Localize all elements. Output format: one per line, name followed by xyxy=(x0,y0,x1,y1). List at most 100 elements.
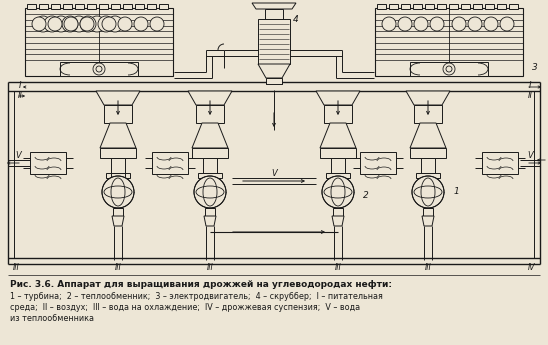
Polygon shape xyxy=(188,91,232,105)
Circle shape xyxy=(53,16,69,32)
Bar xyxy=(111,158,125,173)
Bar xyxy=(421,158,435,173)
Polygon shape xyxy=(96,91,140,105)
Circle shape xyxy=(430,17,444,31)
Circle shape xyxy=(98,16,114,32)
Bar xyxy=(258,19,290,64)
Circle shape xyxy=(35,16,51,32)
Circle shape xyxy=(93,63,105,75)
Polygon shape xyxy=(258,64,290,78)
Bar xyxy=(203,158,217,173)
Text: III: III xyxy=(335,264,341,273)
Bar xyxy=(99,4,108,9)
Bar xyxy=(265,9,283,19)
Bar xyxy=(326,173,350,178)
Circle shape xyxy=(452,17,466,31)
Text: среда;  II – воздух;  III – вода на охлаждение;  IV – дрожжевая суспензия;  V – : среда; II – воздух; III – вода на охлажд… xyxy=(10,303,360,312)
Bar xyxy=(473,4,482,9)
Circle shape xyxy=(71,16,87,32)
Polygon shape xyxy=(112,216,124,226)
Bar xyxy=(324,105,352,123)
Text: V: V xyxy=(527,150,533,159)
Text: III: III xyxy=(425,264,431,273)
Bar xyxy=(51,4,60,9)
Bar xyxy=(482,152,518,174)
Bar xyxy=(147,4,156,9)
Polygon shape xyxy=(406,91,450,105)
Circle shape xyxy=(150,17,164,31)
Circle shape xyxy=(484,17,498,31)
Circle shape xyxy=(500,17,514,31)
Circle shape xyxy=(118,17,132,31)
Text: I: I xyxy=(529,81,531,90)
Circle shape xyxy=(443,63,455,75)
Text: из теплообменника: из теплообменника xyxy=(10,314,94,323)
Text: III: III xyxy=(115,264,121,273)
Text: 3: 3 xyxy=(532,63,538,72)
Circle shape xyxy=(64,17,78,31)
Circle shape xyxy=(32,17,46,31)
Circle shape xyxy=(80,17,94,31)
Bar xyxy=(360,152,396,174)
Bar xyxy=(100,148,136,158)
Bar xyxy=(423,208,433,216)
Circle shape xyxy=(194,176,226,208)
Polygon shape xyxy=(252,3,296,9)
Bar xyxy=(331,158,345,173)
Text: Рис. 3.6. Аппарат для выращивания дрожжей на углеводородах нефти:: Рис. 3.6. Аппарат для выращивания дрожже… xyxy=(10,280,392,289)
Bar xyxy=(192,148,228,158)
Bar xyxy=(205,208,215,216)
Bar xyxy=(410,148,446,158)
Bar xyxy=(113,208,123,216)
Bar xyxy=(159,4,168,9)
Circle shape xyxy=(468,17,482,31)
Text: I: I xyxy=(19,81,21,90)
Bar xyxy=(25,8,173,76)
Bar xyxy=(401,4,410,9)
Bar xyxy=(377,4,386,9)
Bar xyxy=(437,4,446,9)
Polygon shape xyxy=(422,216,434,226)
Circle shape xyxy=(102,176,134,208)
Bar xyxy=(497,4,506,9)
Text: V: V xyxy=(271,168,277,177)
Polygon shape xyxy=(204,216,216,226)
Text: IV: IV xyxy=(528,264,536,273)
Text: III: III xyxy=(207,264,213,273)
Bar xyxy=(106,173,130,178)
Polygon shape xyxy=(320,123,356,148)
Bar xyxy=(509,4,518,9)
Bar xyxy=(198,173,222,178)
Text: 2: 2 xyxy=(363,190,369,199)
Text: II: II xyxy=(528,91,533,100)
Bar xyxy=(425,4,434,9)
Bar xyxy=(30,152,66,174)
Circle shape xyxy=(102,17,116,31)
Bar xyxy=(39,4,48,9)
Bar xyxy=(27,4,36,9)
Bar xyxy=(333,208,343,216)
Bar xyxy=(485,4,494,9)
Bar xyxy=(60,62,138,76)
Bar xyxy=(135,4,144,9)
Circle shape xyxy=(48,17,62,31)
Bar xyxy=(414,105,442,123)
Circle shape xyxy=(62,16,78,32)
Bar xyxy=(104,105,132,123)
Bar xyxy=(375,8,523,76)
Polygon shape xyxy=(332,216,344,226)
Circle shape xyxy=(107,16,123,32)
Text: 1 – турбина;  2 – теплообменник;  3 – электродвигатель;  4 – скруббер;  I – пита: 1 – турбина; 2 – теплообменник; 3 – элек… xyxy=(10,292,383,301)
Bar xyxy=(449,4,458,9)
Bar xyxy=(410,62,488,76)
Circle shape xyxy=(414,17,428,31)
Text: 1: 1 xyxy=(453,187,459,197)
Circle shape xyxy=(80,16,96,32)
Bar xyxy=(63,4,72,9)
Bar xyxy=(87,4,96,9)
Polygon shape xyxy=(410,123,446,148)
Polygon shape xyxy=(316,91,360,105)
Text: III: III xyxy=(13,264,19,273)
Bar xyxy=(320,148,356,158)
Bar xyxy=(196,105,224,123)
